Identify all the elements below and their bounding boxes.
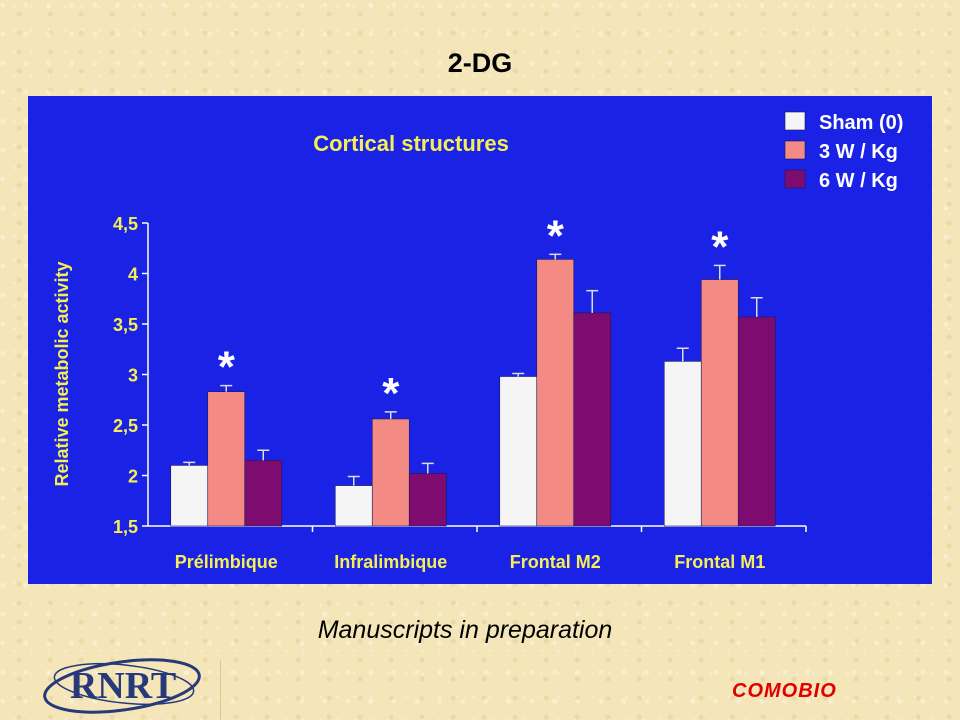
bar-3-w-kg	[536, 259, 575, 527]
y-tick-label: 3,5	[113, 315, 138, 335]
legend-label: 3 W / Kg	[819, 141, 898, 163]
y-tick-label: 4,5	[113, 214, 138, 234]
x-tick-label: Frontal M1	[674, 552, 765, 572]
legend-swatch	[784, 111, 806, 131]
legend-label: 6 W / Kg	[819, 170, 898, 192]
bar-6-w-kg	[408, 473, 447, 527]
bar-chart: Cortical structures Relative metabolic ac…	[52, 111, 903, 572]
brand-label: COMOBIO	[732, 680, 837, 702]
logo-divider	[220, 660, 221, 720]
significance-star: *	[382, 369, 400, 418]
significance-star: *	[218, 343, 236, 392]
y-tick-label: 2	[128, 467, 138, 487]
page-title: 2-DG	[447, 48, 513, 78]
caption: Manuscripts in preparation	[317, 616, 613, 644]
y-tick-label: 1,5	[113, 517, 138, 537]
significance-star: *	[711, 222, 729, 271]
bar-6-w-kg	[737, 316, 776, 527]
x-tick-label: Infralimbique	[334, 552, 447, 572]
bar-6-w-kg	[244, 460, 283, 527]
significance-star: *	[547, 211, 565, 260]
bar-3-w-kg	[371, 418, 410, 527]
bar-6-w-kg	[573, 312, 612, 527]
bar-sham-0-	[499, 376, 538, 527]
legend-label: Sham (0)	[819, 112, 903, 134]
rnrt-logo: RNRT	[40, 656, 206, 714]
svg-text:RNRT: RNRT	[70, 665, 176, 707]
chart-title: Cortical structures	[313, 131, 509, 156]
bar-sham-0-	[334, 485, 373, 527]
y-axis-label: Relative metabolic activity	[52, 261, 72, 486]
chart-panel: Cortical structures Relative metabolic ac…	[28, 96, 932, 584]
bar-3-w-kg	[700, 279, 739, 527]
legend-swatch	[784, 169, 806, 189]
bar-sham-0-	[663, 361, 702, 527]
y-tick-label: 3	[128, 366, 138, 386]
y-tick-label: 2,5	[113, 416, 138, 436]
x-tick-label: Prélimbique	[175, 552, 278, 572]
bar-3-w-kg	[207, 391, 246, 527]
bar-sham-0-	[170, 465, 209, 527]
legend-swatch	[784, 140, 806, 160]
x-tick-label: Frontal M2	[510, 552, 601, 572]
y-tick-label: 4	[128, 265, 138, 285]
